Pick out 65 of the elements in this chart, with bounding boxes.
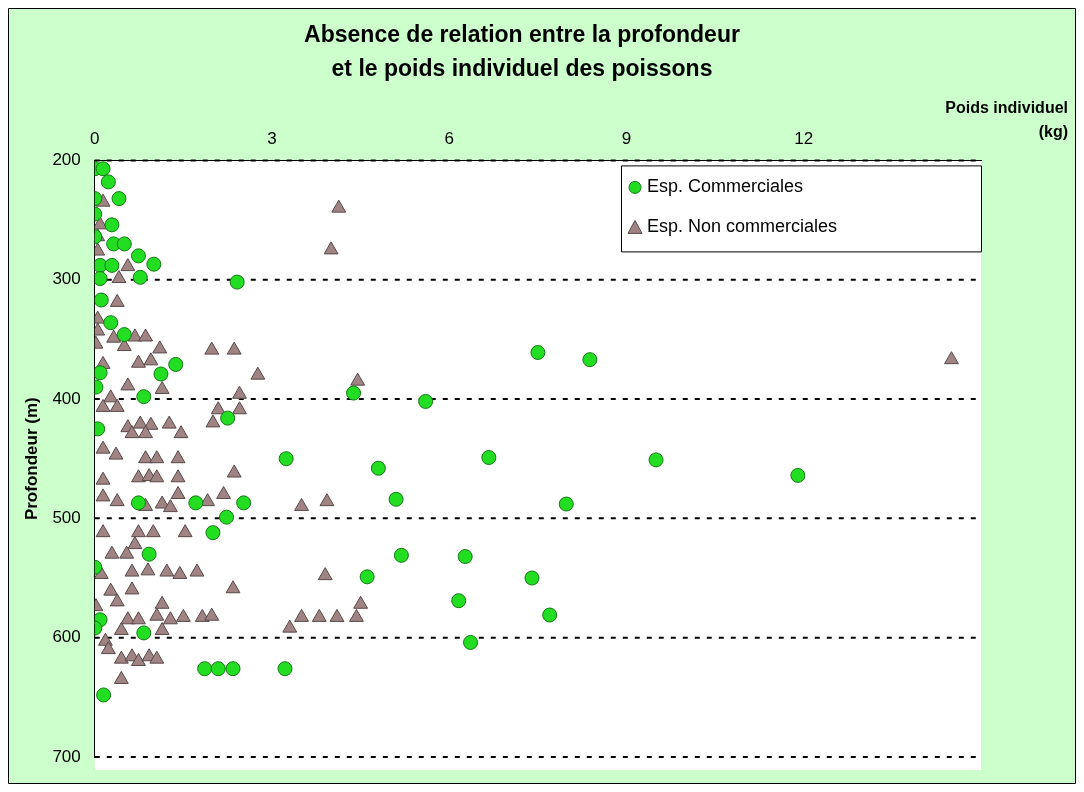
point [524, 570, 540, 586]
point [481, 450, 497, 466]
point [277, 661, 293, 677]
x-tick-label: 3 [267, 128, 277, 148]
point [136, 625, 152, 641]
point [393, 547, 409, 563]
y-tick-label: 400 [52, 388, 81, 408]
point [130, 248, 146, 264]
point [219, 509, 235, 525]
point [451, 593, 467, 609]
point [104, 257, 120, 273]
point [229, 274, 245, 290]
point [103, 315, 119, 331]
x-axis-title: Poids individuel (kg) [945, 98, 1068, 140]
y-tick-label: 700 [52, 746, 81, 766]
point [463, 634, 479, 650]
point [197, 661, 213, 677]
point [582, 352, 598, 368]
point [136, 389, 152, 405]
point [205, 525, 221, 541]
point [220, 410, 236, 426]
y-tick-label: 600 [52, 627, 81, 647]
point [418, 393, 434, 409]
x-tick-label: 6 [444, 128, 454, 148]
chart-title: Absence de relation entre la profondeur et le poids individuel des poissons [304, 21, 740, 82]
point [132, 269, 148, 285]
point [790, 467, 806, 483]
point [359, 569, 375, 585]
point [96, 687, 112, 703]
x-tick-label: 0 [90, 128, 100, 148]
point [530, 345, 546, 361]
point [346, 385, 362, 401]
x-tick-label: 12 [794, 128, 814, 148]
point [130, 495, 146, 511]
point [111, 191, 127, 207]
point [388, 491, 404, 507]
point [558, 496, 574, 512]
point [542, 607, 558, 623]
point [153, 366, 169, 382]
point [457, 549, 473, 565]
point [168, 356, 184, 372]
point [94, 271, 108, 287]
y-tick-label: 500 [52, 508, 81, 528]
point [94, 365, 108, 381]
point [141, 546, 157, 562]
point [278, 451, 294, 467]
point [100, 174, 116, 190]
y-axis-title: Profondeur (m) [21, 397, 41, 521]
point [370, 460, 386, 476]
point [225, 661, 241, 677]
point [104, 217, 120, 233]
point [94, 292, 109, 308]
point [236, 495, 252, 511]
y-tick-label: 300 [52, 269, 81, 289]
point [188, 495, 204, 511]
point [95, 161, 111, 177]
y-tick-label: 200 [52, 150, 81, 170]
point [648, 452, 664, 468]
legend-label: Esp. Non commerciales [647, 216, 838, 237]
legend-label: Esp. Commerciales [647, 176, 804, 197]
point [116, 327, 132, 343]
point [116, 236, 132, 252]
x-tick-label: 9 [621, 128, 632, 148]
point [146, 256, 162, 272]
point [210, 661, 226, 677]
